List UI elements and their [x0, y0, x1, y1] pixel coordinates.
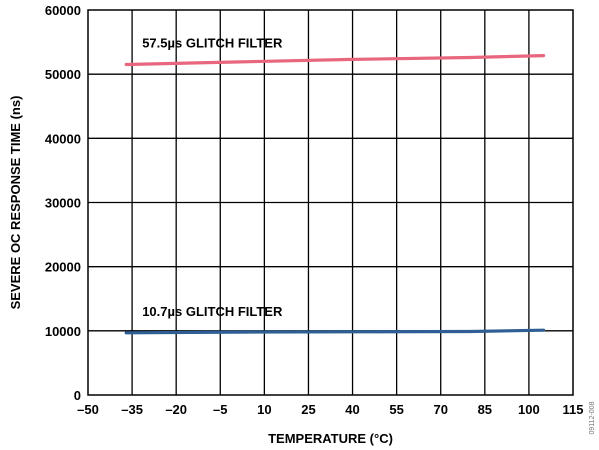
- x-tick-label: 40: [345, 402, 359, 417]
- series-line-1: [124, 328, 546, 335]
- y-tick-label: 60000: [45, 3, 81, 18]
- series-label-1: 10.7µs GLITCH FILTER: [142, 304, 283, 319]
- x-tick-label: 10: [257, 402, 271, 417]
- series-label-0: 57.5µs GLITCH FILTER: [142, 36, 283, 51]
- y-tick-label: 40000: [45, 131, 81, 146]
- y-axis-title: SEVERE OC RESPONSE TIME (ns): [8, 96, 23, 310]
- x-tick-labels: –50 –35 –20 –5 10 25 40 55 70 85 100 115: [77, 402, 583, 417]
- x-axis-title: TEMPERATURE (°C): [268, 431, 393, 446]
- series-layer: [124, 53, 546, 335]
- x-tick-label: –35: [121, 402, 143, 417]
- y-tick-label: 30000: [45, 196, 81, 211]
- plot-frame: [87, 9, 574, 396]
- y-tick-labels: 0 10000 20000 30000 40000 50000 60000: [45, 3, 81, 403]
- y-tick-label: 0: [74, 388, 81, 403]
- x-tick-label: 25: [301, 402, 315, 417]
- x-tick-label: 55: [389, 402, 403, 417]
- x-tick-label: 100: [518, 402, 540, 417]
- x-tick-label: 70: [433, 402, 447, 417]
- y-tick-label: 20000: [45, 260, 81, 275]
- figure-id: 09112-008: [589, 401, 596, 434]
- x-tick-label: –5: [213, 402, 227, 417]
- y-tick-label: 10000: [45, 324, 81, 339]
- y-tick-label: 50000: [45, 67, 81, 82]
- series-labels: 57.5µs GLITCH FILTER 10.7µs GLITCH FILTER: [142, 36, 283, 319]
- x-tick-label: –50: [77, 402, 99, 417]
- series-line-0: [124, 53, 546, 67]
- grid: [88, 10, 573, 395]
- x-tick-label: 115: [563, 402, 584, 417]
- x-tick-label: –20: [165, 402, 187, 417]
- x-tick-label: 85: [478, 402, 492, 417]
